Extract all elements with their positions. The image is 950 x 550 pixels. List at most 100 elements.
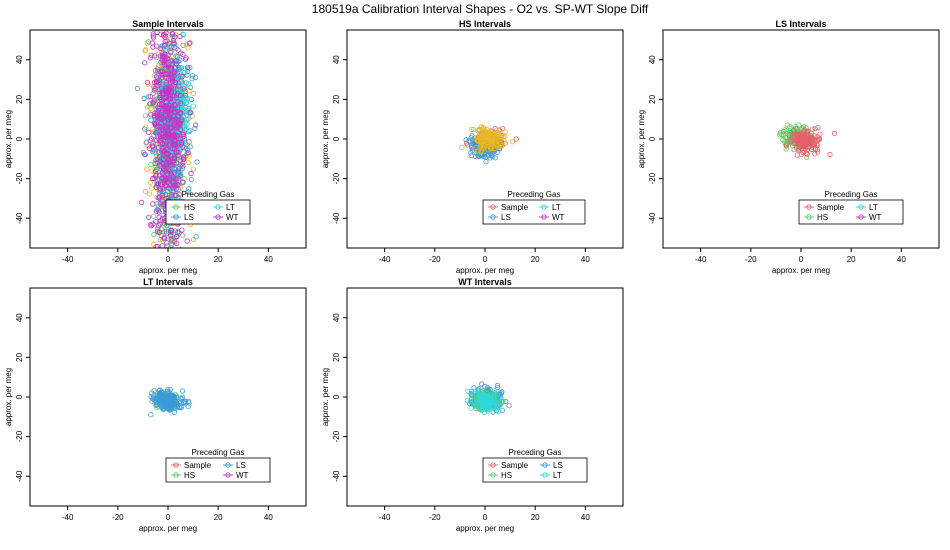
point-sample bbox=[788, 138, 794, 145]
point-hs bbox=[483, 388, 489, 394]
point-sample bbox=[500, 126, 506, 132]
point-wt bbox=[172, 109, 178, 115]
point-wt bbox=[155, 243, 161, 248]
legend: Preceding Gas Sample LT HS WT bbox=[798, 190, 904, 225]
point-sample bbox=[801, 148, 808, 154]
y-tick-label: -20 bbox=[332, 172, 341, 184]
legend-box bbox=[482, 457, 588, 483]
point-ls bbox=[172, 405, 178, 411]
point-wt bbox=[156, 80, 162, 86]
point-lt bbox=[485, 405, 491, 411]
point-wt bbox=[179, 227, 185, 233]
y-tick-label: -20 bbox=[332, 430, 341, 442]
point-hs bbox=[783, 142, 789, 148]
point-extra bbox=[144, 166, 150, 172]
point-extra bbox=[190, 166, 196, 172]
point-extra bbox=[509, 139, 516, 145]
point-wt bbox=[173, 58, 179, 64]
legend-entry-ls: LS bbox=[501, 213, 511, 222]
point-hs bbox=[780, 136, 786, 143]
point-sample bbox=[797, 132, 804, 138]
panel-3: LS Intervals -40 -20 0 20 40 -40 -20 0 20 40 approx… bbox=[637, 19, 940, 275]
point-extra bbox=[475, 134, 481, 140]
point-wt bbox=[147, 94, 153, 100]
point-extra bbox=[478, 143, 484, 149]
point-sample bbox=[808, 143, 814, 149]
point-wt bbox=[160, 132, 166, 138]
point-wt bbox=[165, 295, 169, 299]
point-ls bbox=[142, 126, 148, 132]
point-ls bbox=[186, 129, 192, 135]
point-ls bbox=[186, 186, 192, 192]
point-ls bbox=[185, 147, 191, 153]
legend-key-point bbox=[858, 214, 864, 220]
legend-entry-ls: LS bbox=[236, 461, 246, 470]
legend-key-point bbox=[541, 214, 547, 220]
point-wt bbox=[152, 53, 158, 59]
point-sample bbox=[809, 126, 816, 132]
point-ls bbox=[159, 43, 165, 49]
y-tick-label: 40 bbox=[648, 55, 657, 64]
point-lt bbox=[478, 393, 485, 400]
point-wt bbox=[152, 168, 158, 175]
point-wt bbox=[165, 156, 171, 162]
point-wt bbox=[170, 31, 176, 37]
point-wt bbox=[172, 239, 178, 245]
point-ls bbox=[157, 255, 161, 259]
point-wt bbox=[159, 75, 165, 81]
point-ls bbox=[171, 12, 175, 16]
point-wt bbox=[159, 192, 165, 199]
point-ls bbox=[484, 385, 491, 391]
point-wt bbox=[158, 85, 165, 91]
point-ls bbox=[157, 393, 163, 399]
point-wt bbox=[162, 57, 168, 63]
legend-key-point bbox=[858, 204, 864, 210]
point-extra bbox=[147, 111, 153, 117]
point-lt bbox=[153, 149, 159, 156]
point-lt bbox=[500, 398, 506, 404]
x-axis-label: approx. per meg bbox=[772, 266, 830, 275]
point-sample bbox=[805, 137, 811, 143]
point-wt bbox=[176, 165, 182, 171]
point-ls bbox=[134, 85, 140, 92]
point-wt bbox=[182, 92, 189, 98]
point-wt bbox=[162, 42, 168, 48]
point-wt bbox=[158, 288, 162, 292]
point-wt bbox=[171, 37, 177, 44]
point-ls bbox=[185, 398, 191, 404]
point-wt bbox=[148, 52, 154, 58]
point-lt bbox=[467, 398, 473, 404]
point-ls bbox=[193, 234, 199, 240]
point-extra bbox=[142, 47, 149, 53]
legend-entry-lt: LT bbox=[553, 471, 562, 480]
point-wt bbox=[175, 99, 181, 105]
point-ls bbox=[164, 388, 170, 395]
point-wt bbox=[164, 5, 168, 9]
panel-title: LT Intervals bbox=[143, 277, 193, 287]
x-tick-label: 40 bbox=[264, 513, 273, 522]
legend-key-point bbox=[173, 462, 179, 468]
point-wt bbox=[162, 119, 168, 125]
legend-entry-sample: Sample bbox=[501, 203, 529, 212]
point-wt bbox=[176, 83, 182, 89]
y-tick-label: 0 bbox=[15, 136, 24, 141]
point-hs bbox=[166, 372, 170, 376]
point-sample bbox=[814, 147, 821, 153]
point-ls bbox=[194, 159, 200, 165]
point-wt bbox=[161, 235, 167, 241]
point-wt bbox=[187, 40, 193, 46]
point-sample bbox=[790, 134, 796, 140]
point-ls bbox=[143, 140, 149, 146]
point-ls bbox=[169, 399, 175, 405]
point-lt bbox=[173, 53, 179, 59]
point-extra bbox=[167, 0, 171, 3]
point-wt bbox=[157, 221, 163, 227]
legend-entry-sample: Sample bbox=[184, 461, 212, 470]
point-ls bbox=[169, 394, 175, 400]
point-extra bbox=[481, 125, 487, 131]
point-ls bbox=[169, 229, 175, 235]
y-axis-label: approx. per meg bbox=[321, 110, 330, 168]
legend-key-point bbox=[542, 462, 548, 468]
point-lt bbox=[474, 387, 480, 393]
point-wt bbox=[170, 155, 176, 161]
